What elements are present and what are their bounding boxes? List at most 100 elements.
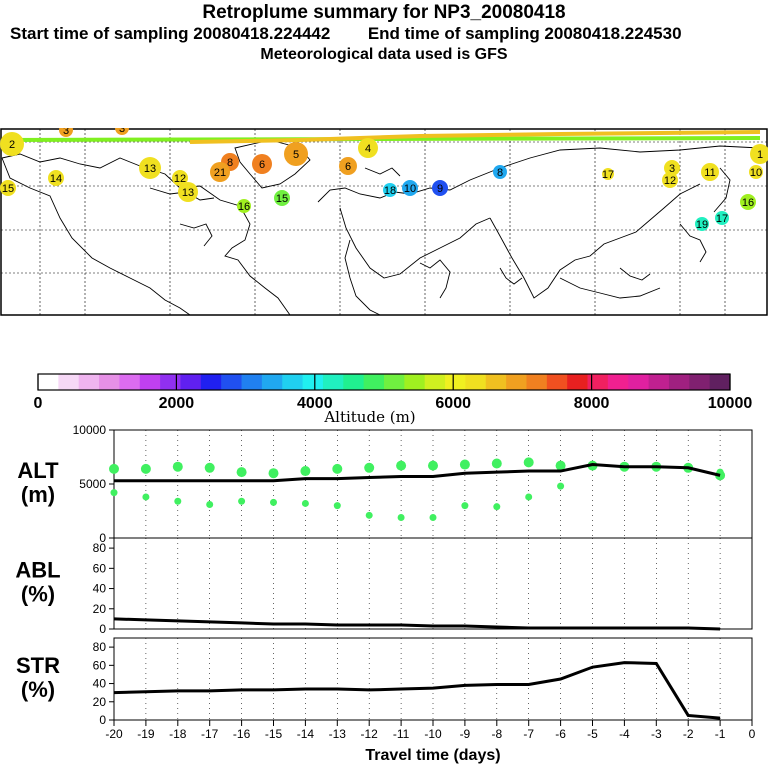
abl-panel: 80 60 40 20 0 ABL(%) — [15, 537, 753, 636]
colorbar-cell — [384, 374, 405, 390]
plume-marker — [115, 128, 129, 135]
plume-marker — [493, 165, 507, 179]
colorbar-cell — [241, 374, 263, 390]
plume-marker — [252, 154, 272, 174]
colorbar-tick-label: 10000 — [708, 395, 753, 412]
coastline-segment — [679, 223, 707, 263]
coastline-segment — [489, 183, 701, 299]
coastlines — [1, 139, 761, 316]
x-tick-label: -18 — [169, 727, 187, 741]
x-tick-label: -10 — [424, 727, 442, 741]
upper-point — [491, 458, 502, 469]
coastline-segment — [317, 145, 761, 203]
plume-marker — [701, 163, 719, 181]
altitude-colorbar: 0 2000 4000 6000 8000 10000 Altitude (m) — [34, 373, 753, 426]
colorbar-cell — [343, 374, 365, 390]
plume-marker-label: 3 — [119, 128, 125, 135]
plume-marker-label: 5 — [293, 149, 299, 161]
y-tick-label: 0 — [99, 531, 106, 545]
plume-marker — [662, 172, 678, 188]
y-tick-label: 0 — [99, 713, 106, 727]
colorbar-cell — [546, 374, 568, 390]
x-tick-label: -15 — [265, 727, 283, 741]
y-tick-label: 40 — [93, 582, 107, 596]
colorbar-cell — [363, 374, 385, 390]
colorbar-tick-label: 6000 — [435, 395, 471, 412]
x-tick-label: -16 — [233, 727, 251, 741]
upper-point — [204, 462, 215, 473]
plume-marker-label: 21 — [214, 167, 226, 179]
upper-point — [300, 466, 311, 477]
plume-marker-label: 10 — [750, 167, 762, 179]
coastline-segment — [713, 167, 731, 213]
plume-marker-label: 10 — [404, 183, 416, 195]
colorbar-cell — [322, 374, 344, 390]
plume-marker — [602, 168, 614, 180]
x-axis-label: Travel time (days) — [365, 747, 500, 764]
plume-marker-label: 16 — [742, 197, 754, 209]
colorbar-cell — [424, 374, 446, 390]
plume-marker-label: 15 — [276, 193, 288, 205]
colorbar-cell — [485, 374, 507, 390]
y-tick-label: 80 — [93, 640, 107, 654]
colorbar-cell — [526, 374, 548, 390]
x-tick-label: -3 — [651, 727, 662, 741]
plume-marker — [139, 157, 161, 179]
coastline-segment — [559, 277, 661, 299]
colorbar-cell — [78, 374, 100, 390]
plume-marker-label: 13 — [144, 163, 156, 175]
colorbar-cell — [404, 374, 426, 390]
colorbar-cell — [221, 374, 243, 390]
met-data-label: Meteorological data used is GFS — [260, 46, 508, 63]
str-line — [113, 661, 721, 720]
x-tick-label: -5 — [587, 727, 598, 741]
colorbar-cell — [180, 374, 202, 390]
lower-point — [429, 513, 437, 521]
y-tick-label: 40 — [93, 677, 107, 691]
plume-marker — [740, 194, 756, 210]
x-tick-label: -12 — [361, 727, 379, 741]
map-frame — [0, 128, 768, 316]
lower-point — [301, 499, 309, 507]
colorbar-tick-label: 2000 — [159, 395, 195, 412]
y-tick-label: 10000 — [73, 423, 107, 437]
x-tick-label: -7 — [523, 727, 534, 741]
lower-point — [461, 502, 469, 510]
colorbar-cell — [709, 374, 731, 390]
y-tick-label: 20 — [93, 602, 107, 616]
colorbar-tick-label: 0 — [34, 395, 43, 412]
alt-panel: 10000 5000 0 ALT(m) — [17, 423, 753, 545]
upper-point — [396, 460, 407, 471]
plume-marker-label: 4 — [365, 143, 371, 155]
colorbar-cell — [58, 374, 80, 390]
colorbar-cell — [587, 374, 609, 390]
plume-marker — [664, 160, 680, 176]
str-panel: 80 60 40 20 0 STR(%) — [16, 637, 753, 727]
colorbar-cell — [99, 374, 120, 390]
plume-marker-label: 2 — [9, 139, 15, 151]
y-tick-label: 5000 — [79, 477, 106, 491]
x-tick-label: -1 — [715, 727, 726, 741]
panel-frame — [113, 429, 753, 539]
colorbar-cell — [302, 374, 324, 390]
lower-point — [525, 493, 533, 501]
upper-point — [236, 467, 247, 478]
upper-point — [555, 460, 566, 471]
plume-marker — [210, 162, 230, 182]
plume-marker-label: 15 — [2, 183, 14, 195]
alt-mean-line — [114, 463, 721, 483]
plume-marker — [237, 199, 251, 213]
plume-marker-label: 8 — [227, 157, 233, 169]
plume-marker — [695, 217, 709, 231]
plume-marker — [358, 138, 378, 158]
lower-point — [365, 511, 373, 519]
panel-ylabel: STR — [16, 653, 60, 678]
colorbar-cell — [689, 374, 711, 390]
colorbar-cell — [445, 374, 466, 390]
plume-marker-label: 6 — [259, 159, 265, 171]
colorbar-cell — [506, 374, 527, 390]
plume-marker — [0, 180, 16, 196]
plume-marker — [339, 157, 357, 175]
colorbar-cell — [282, 374, 304, 390]
x-tick-label: -8 — [491, 727, 502, 741]
